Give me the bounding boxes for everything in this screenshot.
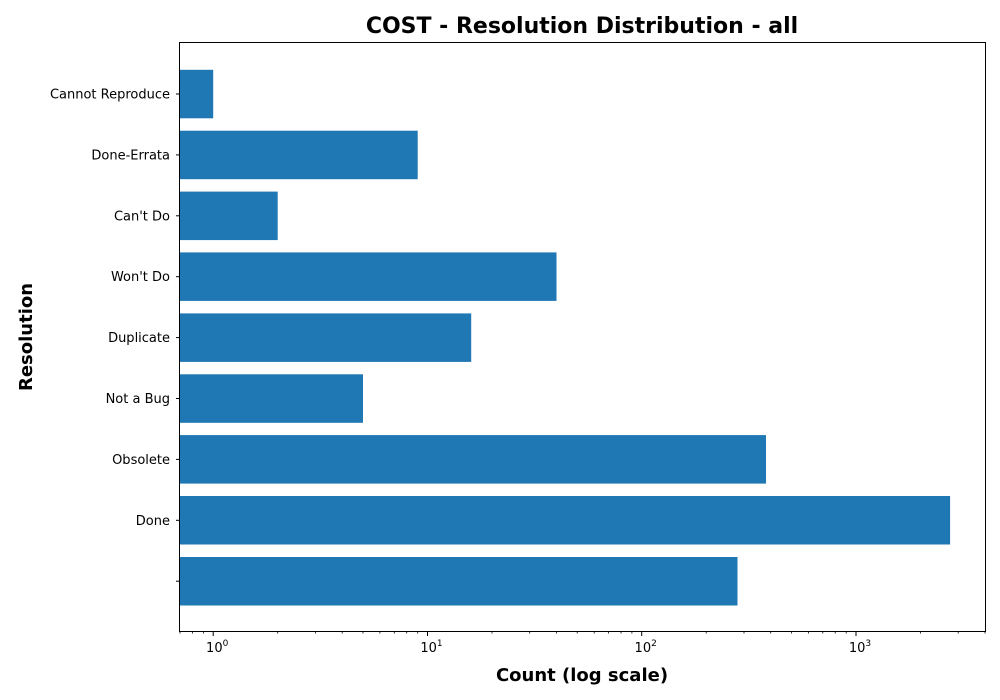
bar bbox=[180, 374, 363, 423]
bar bbox=[180, 191, 278, 241]
y-tick-label: Done-Errata bbox=[91, 148, 170, 163]
y-ticks-group: Cannot Reproduce Done-Errata Can't Do Won't… bbox=[50, 88, 180, 582]
y-tick-label: Won't Do bbox=[111, 270, 170, 285]
x-axis-label: Count (log scale) bbox=[496, 665, 668, 686]
x-tick-label: 102 bbox=[635, 639, 657, 656]
bar bbox=[180, 313, 472, 362]
bar bbox=[180, 435, 766, 484]
x-tick-label: 101 bbox=[420, 639, 442, 656]
y-axis-label: Resolution bbox=[16, 283, 37, 391]
bar bbox=[180, 130, 418, 180]
plot-frame bbox=[179, 42, 986, 632]
bars-group bbox=[180, 69, 951, 606]
chart-title: COST - Resolution Distribution - all bbox=[366, 14, 798, 39]
y-tick-label: Done bbox=[136, 514, 170, 529]
y-tick-label: Not a Bug bbox=[106, 392, 170, 407]
y-tick-label: Can't Do bbox=[114, 209, 170, 224]
x-tick-label: 100 bbox=[206, 639, 229, 656]
bar bbox=[180, 557, 738, 606]
x-tick-label: 103 bbox=[849, 639, 871, 656]
bar bbox=[180, 496, 951, 545]
bar bbox=[180, 252, 557, 301]
bar bbox=[180, 69, 214, 119]
y-tick-label: Duplicate bbox=[108, 331, 170, 346]
y-tick-label: Obsolete bbox=[112, 453, 170, 468]
y-tick-label: Cannot Reproduce bbox=[50, 88, 170, 103]
x-ticks-group: 100 101 102 103 bbox=[179, 631, 986, 656]
